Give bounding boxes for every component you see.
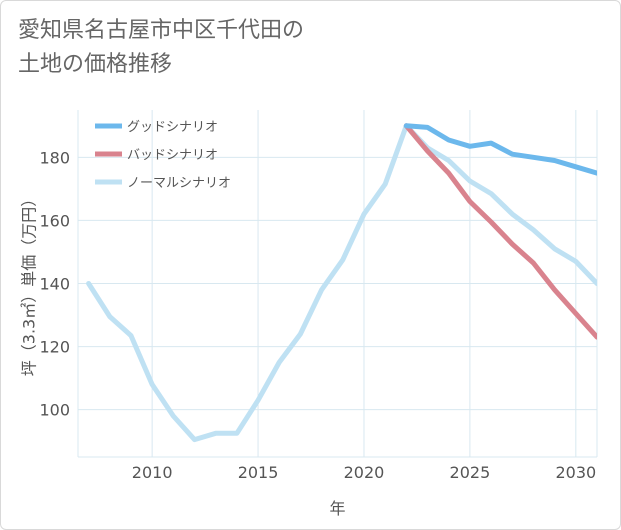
y-tick-label: 180 [39, 148, 70, 167]
series-line-0 [403, 123, 597, 176]
y-tick-label: 100 [39, 401, 70, 420]
x-axis-title: 年 [329, 499, 345, 518]
chart-title-line-1: 愛知県名古屋市中区千代田の [18, 18, 305, 43]
series-lines [86, 123, 597, 443]
chart-title-line-2: 土地の価格推移 [18, 52, 173, 77]
y-tick-label: 140 [39, 275, 70, 294]
legend-label: バッドシナリオ [127, 148, 218, 163]
x-tick-label: 2010 [132, 463, 173, 482]
y-tick-label: 120 [39, 338, 70, 357]
x-tick-label: 2015 [238, 463, 279, 482]
y-axis-title: 坪（3.3㎡）単価（万円） [20, 191, 39, 376]
tick-labels: 100 120 140 160 180 2010 2015 2020 2025 2030 [39, 148, 596, 482]
series-line-1 [403, 123, 597, 340]
legend-label: ノーマルシナリオ [127, 176, 231, 191]
chart-title: 愛知県名古屋市中区千代田の 土地の価格推移 [18, 14, 438, 82]
x-tick-label: 2020 [344, 463, 385, 482]
x-tick-label: 2025 [450, 463, 491, 482]
y-tick-label: 160 [39, 211, 70, 230]
legend-label: グッドシナリオ [127, 120, 218, 135]
series-line-2 [86, 123, 597, 443]
x-tick-label: 2030 [555, 463, 596, 482]
